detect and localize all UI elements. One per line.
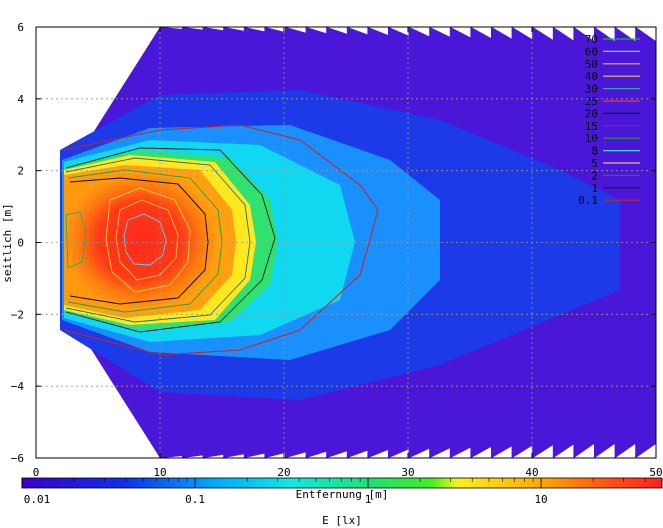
heat-edge-tooth: [635, 444, 656, 458]
heat-edge-tooth: [471, 447, 491, 458]
heat-edge-tooth: [388, 27, 409, 36]
heat-edge-tooth: [368, 27, 388, 35]
heat-edge-tooth: [306, 451, 327, 458]
legend-label: 15: [585, 120, 598, 133]
heat-edge-tooth: [306, 27, 327, 34]
heat-edge-tooth: [512, 27, 533, 40]
heat-edge-tooth: [429, 448, 450, 458]
heat-edge-tooth: [244, 27, 265, 32]
legend-label: 25: [585, 95, 598, 108]
legend-label: 50: [585, 58, 598, 71]
contour-lines: [63, 124, 379, 356]
heat-edge-tooth: [574, 444, 594, 458]
y-tick-label: 2: [17, 165, 24, 178]
heat-edge-tooth: [512, 445, 533, 458]
heat-edge-tooth: [265, 27, 285, 32]
heat-edge-tooth: [553, 27, 574, 41]
colorbar-title: E [lx]: [322, 514, 362, 527]
contour-20: [69, 177, 209, 305]
y-tick-label: 6: [17, 21, 24, 34]
y-tick-label: −2: [11, 308, 24, 321]
heat-edge-tooth: [203, 27, 224, 31]
heat-edge-tooth: [223, 27, 244, 31]
y-tick-label: −4: [11, 380, 25, 393]
heat-edge-tooth: [203, 454, 224, 458]
heat-edge-tooth: [574, 27, 594, 41]
legend-label: 1: [591, 182, 598, 195]
heat-edge-tooth: [326, 27, 347, 34]
colorbar-tick-label: 1: [365, 493, 372, 506]
heat-band-red: [64, 172, 216, 310]
heat-edge-tooth: [594, 27, 615, 41]
x-tick-label: 0: [33, 466, 40, 479]
heat-edge-tooth: [532, 27, 553, 40]
heat-edge-tooth: [326, 451, 347, 458]
heat-edge-teeth: [162, 27, 656, 458]
y-tick-label: 4: [17, 93, 24, 106]
contour-50: [115, 199, 179, 281]
colorbar-ticks: 0.01 0.1 1 10: [21, 478, 663, 506]
y-tick-label: 0: [17, 237, 24, 250]
heat-edge-tooth: [615, 27, 636, 41]
contour-60: [123, 213, 167, 266]
grid: [36, 27, 656, 458]
legend-label: 40: [585, 70, 598, 83]
heat-edge-tooth: [491, 27, 512, 39]
heat-edge-tooth: [182, 27, 203, 30]
heat-edge-tooth: [471, 27, 491, 38]
heat-edge-tooth: [615, 444, 636, 458]
legend-label: 70: [585, 33, 598, 46]
heat-edge-tooth: [429, 27, 450, 37]
heat-edge-tooth: [182, 455, 203, 458]
legend-label: 30: [585, 83, 598, 96]
heat-edge-tooth: [491, 446, 512, 458]
legend-label: 0.1: [578, 194, 598, 207]
legend-label: 5: [591, 157, 598, 170]
heat-edge-tooth: [532, 445, 553, 458]
y-axis-title: seitlich [m]: [1, 203, 14, 282]
colorbar-tick-label: 0.1: [185, 493, 205, 506]
y-tick-label: −6: [11, 452, 24, 465]
colorbar-tick-label: 0.01: [24, 493, 51, 506]
legend-label: 2: [591, 169, 598, 182]
contour-10: [67, 169, 223, 313]
x-tick-label: 20: [277, 466, 290, 479]
heat-edge-tooth: [594, 444, 615, 458]
heat-edge-tooth: [347, 450, 368, 458]
heat-edge-tooth: [347, 27, 368, 35]
contour-1: [65, 147, 276, 333]
heat-edge-tooth: [553, 444, 574, 458]
heat-edge-tooth: [368, 450, 388, 458]
heat-edge-tooth: [450, 447, 471, 458]
legend-label: 8: [591, 145, 598, 158]
x-tick-label: 50: [649, 466, 662, 479]
heat-edge-tooth: [388, 449, 409, 458]
heat-edge-tooth: [409, 27, 430, 37]
heat-edge-tooth: [285, 452, 306, 458]
colorbar: [21, 477, 663, 489]
legend-label: 10: [585, 132, 598, 145]
x-tick-label: 40: [525, 466, 538, 479]
heat-edge-tooth: [450, 27, 471, 38]
legend-label: 60: [585, 45, 598, 58]
contour-2: [65, 157, 251, 323]
contour-70-left: [65, 211, 87, 269]
legend-label: 20: [585, 107, 598, 120]
x-tick-label: 10: [153, 466, 166, 479]
heat-edge-tooth: [223, 454, 244, 458]
colorbar-tick-label: 10: [534, 493, 547, 506]
heat-edge-tooth: [244, 453, 265, 458]
heat-edge-tooth: [409, 448, 430, 458]
heat-edge-tooth: [635, 27, 656, 41]
contour-40: [105, 187, 191, 293]
x-tick-label: 30: [401, 466, 414, 479]
heat-edge-tooth: [265, 453, 285, 458]
heat-edge-tooth: [285, 27, 306, 33]
x-axis-ticks: 0 10 20 30 40 50: [33, 27, 663, 479]
contour-0.1: [63, 124, 379, 356]
x-axis-title: Entfernung [m]: [296, 488, 389, 501]
